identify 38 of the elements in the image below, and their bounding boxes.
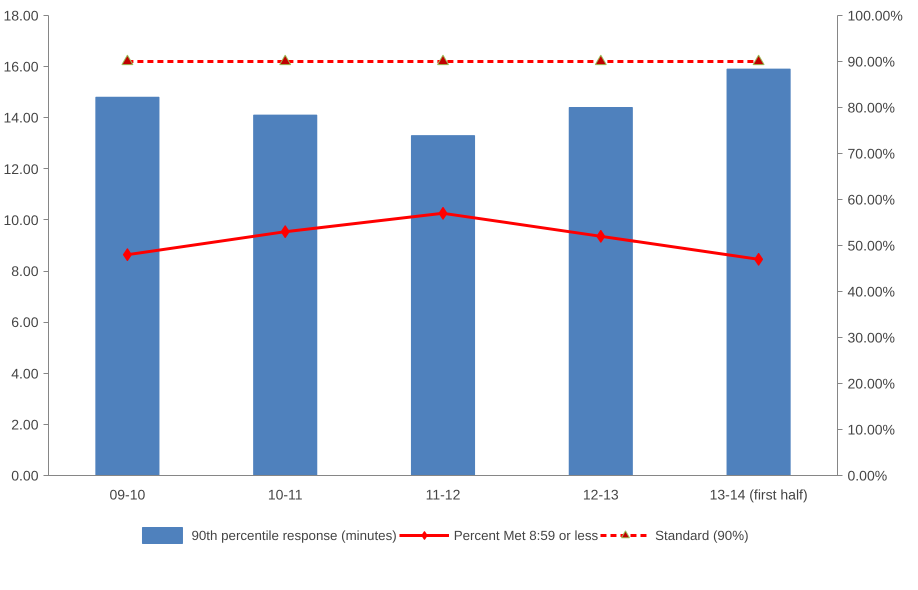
y2-tick-label: 0.00% — [848, 468, 888, 484]
y2-tick-label: 30.00% — [848, 330, 895, 346]
y-tick-label: 8.00 — [11, 263, 39, 280]
x-tick-label: 10-11 — [268, 486, 303, 502]
y2-tick-label: 60.00% — [848, 192, 895, 208]
point — [280, 225, 290, 238]
y2-tick-label: 20.00% — [848, 376, 895, 392]
x-tick-label: 12-13 — [582, 486, 619, 502]
bar — [726, 68, 791, 476]
y-tick-label: 14.00 — [3, 110, 39, 126]
y2-tick-label: 50.00% — [848, 238, 895, 254]
legend-label: 90th percentile response (minutes) — [191, 528, 397, 542]
y-tick-label: 18.00 — [3, 8, 39, 24]
y-tick-label: 12.00 — [3, 160, 39, 177]
y-tick-label: 16.00 — [3, 58, 39, 75]
y2-tick-label: 70.00% — [848, 146, 895, 162]
y-tick-label: 10.00 — [3, 212, 39, 228]
point — [754, 252, 764, 266]
x-tick-label: 13-14 (first half) — [710, 486, 808, 502]
point — [122, 248, 132, 262]
y2-tick-label: 40.00% — [848, 284, 895, 300]
y-tick-label: 6.00 — [11, 314, 39, 330]
point — [596, 230, 606, 243]
bar — [253, 114, 318, 476]
x-tick-label: 11-12 — [426, 486, 461, 502]
y2-tick-label: 90.00% — [848, 54, 895, 70]
bar — [568, 107, 633, 476]
y2-tick-label: 100.00% — [848, 8, 903, 24]
y-tick-label: 4.00 — [11, 365, 39, 382]
legend-label: Standard (90%) — [655, 528, 749, 542]
bar — [95, 96, 160, 476]
y2-tick-label: 80.00% — [848, 100, 895, 116]
bar — [410, 135, 476, 476]
x-tick-label: 09-10 — [109, 486, 146, 502]
y-tick-label: 2.00 — [11, 416, 39, 432]
y2-tick-label: 10.00% — [848, 422, 895, 438]
legend-label: Percent Met 8:59 or less — [454, 528, 598, 542]
y-tick-label: 0.00 — [11, 468, 39, 484]
